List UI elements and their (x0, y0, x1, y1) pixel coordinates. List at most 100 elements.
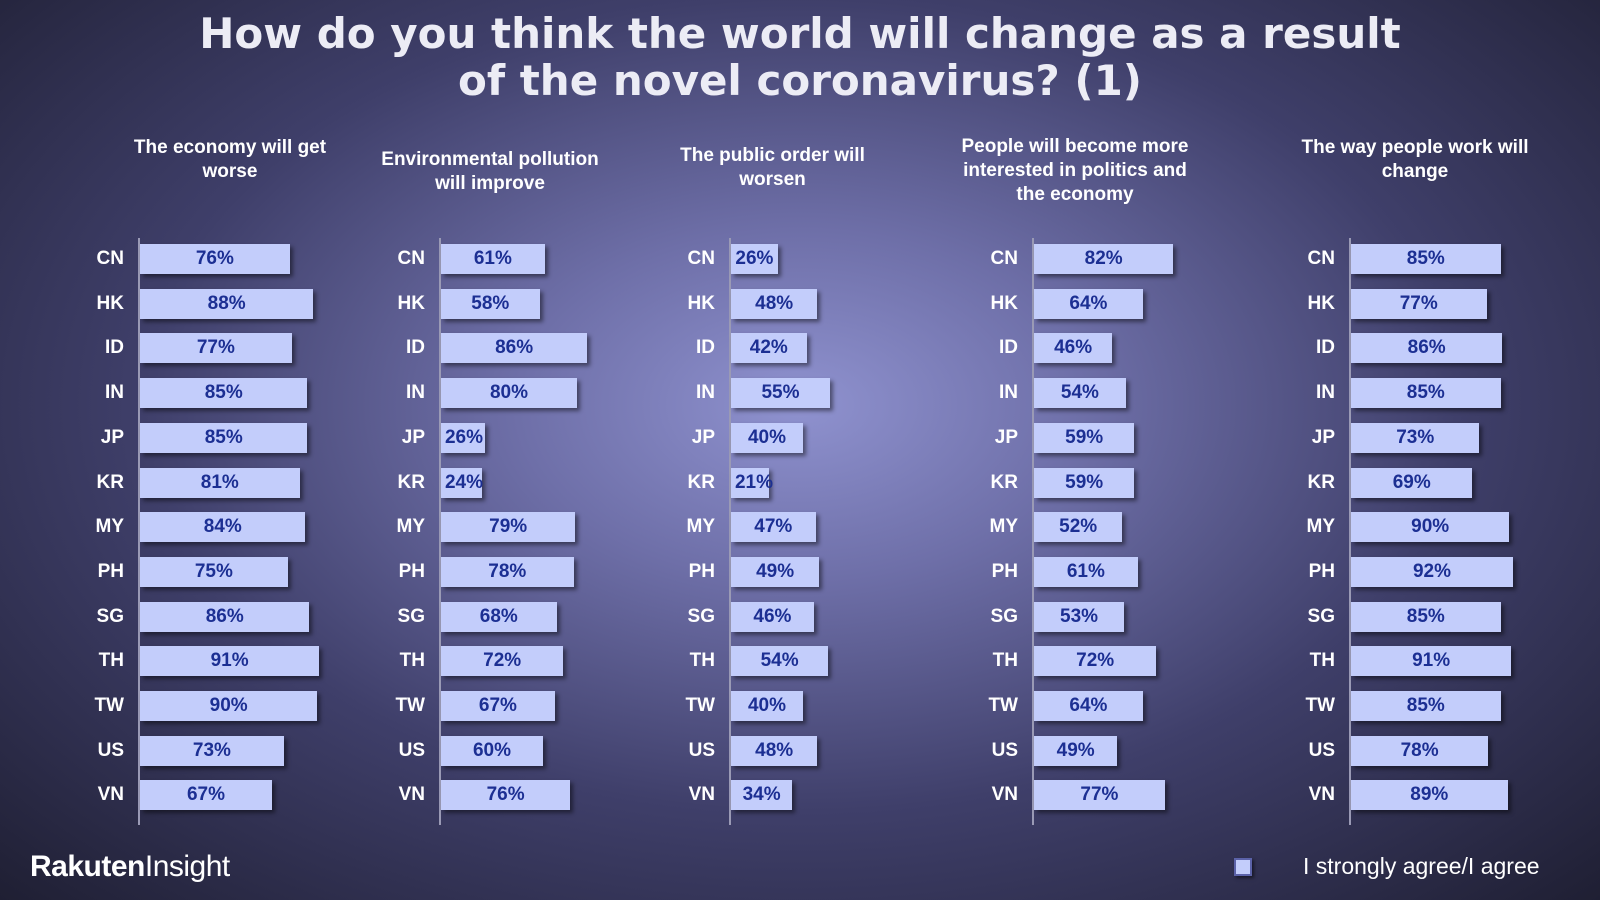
data-label-vn: 76% (486, 784, 525, 806)
data-label-hk: 58% (471, 292, 510, 314)
bar-in (1351, 378, 1501, 409)
data-label-us: 78% (1400, 739, 1439, 761)
bar-hk (441, 288, 540, 319)
category-label-vn: VN (991, 784, 1018, 806)
category-label-jp: JP (691, 426, 715, 448)
data-label-tw: 67% (478, 695, 517, 716)
data-label-vn: 89% (1410, 784, 1449, 806)
category-label-vn: VN (1308, 784, 1335, 806)
category-label-jp: JP (994, 426, 1018, 448)
data-label-kr: 24% (444, 471, 484, 493)
bar-hk (140, 288, 314, 319)
category-label-th: TH (1309, 650, 1335, 672)
category-label-us: US (688, 739, 715, 761)
bar-tw (441, 691, 555, 721)
legend-swatch (1234, 858, 1252, 876)
category-label-tw: TW (395, 695, 425, 716)
category-label-cn: CN (96, 248, 124, 269)
category-label-my: MY (95, 516, 125, 538)
bar-id (441, 333, 588, 364)
category-label-ph: PH (1308, 560, 1335, 582)
bar-th (140, 646, 320, 677)
bar-th (731, 646, 829, 677)
bar-sg (1351, 601, 1501, 632)
data-label-sg: 86% (205, 605, 244, 627)
bar-jp (731, 422, 803, 453)
panel-5-axis (1349, 238, 1351, 826)
data-label-ph: 75% (194, 560, 233, 582)
data-label-cn: 76% (195, 248, 234, 269)
category-label-hk: HK (397, 292, 425, 314)
logo-sub: Insight (144, 850, 230, 883)
bar-vn (441, 780, 571, 811)
category-label-in: IN (406, 382, 425, 404)
data-label-hk: 77% (1399, 292, 1438, 314)
data-label-tw: 85% (1406, 695, 1445, 716)
data-label-jp: 59% (1065, 426, 1104, 448)
bar-jp (140, 422, 308, 453)
chart-title-line1: How do you think the world will change a… (199, 9, 1401, 58)
category-label-us: US (398, 739, 425, 761)
bar-ph (731, 556, 820, 587)
data-label-in: 55% (761, 382, 800, 404)
bar-in (140, 378, 308, 409)
panel-title-4: People will become more interested in po… (961, 136, 1189, 205)
category-label-in: IN (1316, 382, 1335, 404)
bar-hk (731, 288, 818, 319)
bar-th (441, 646, 564, 677)
bar-us (1034, 735, 1118, 766)
category-label-sg: SG (1307, 605, 1335, 627)
category-label-hk: HK (990, 292, 1018, 314)
data-label-th: 72% (1076, 650, 1115, 672)
data-label-id: 86% (495, 337, 534, 359)
data-label-us: 49% (1056, 739, 1095, 761)
category-label-kr: KR (687, 471, 715, 493)
data-label-in: 85% (204, 382, 243, 404)
category-label-tw: TW (685, 695, 715, 716)
bar-my (140, 512, 306, 543)
category-label-kr: KR (990, 471, 1018, 493)
category-label-ph: PH (991, 560, 1018, 582)
data-label-tw: 40% (747, 695, 787, 716)
category-label-tw: TW (1305, 695, 1335, 716)
chart-title: How do you think the world will change a… (0, 10, 1600, 104)
data-label-my: 52% (1059, 516, 1098, 538)
panel-title-3: The public order will worsen (680, 145, 865, 190)
bar-cn (731, 244, 778, 274)
category-label-ph: PH (97, 560, 124, 582)
data-label-cn: 61% (473, 248, 512, 269)
bar-id (1034, 333, 1113, 364)
data-label-kr: 21% (734, 471, 774, 493)
category-label-us: US (97, 739, 124, 761)
category-label-my: MY (686, 516, 716, 538)
panel-2-axis (439, 238, 441, 826)
bar-tw (731, 691, 803, 721)
bar-my (1034, 512, 1123, 543)
data-label-in: 80% (489, 382, 529, 404)
bar-vn (1351, 780, 1508, 811)
category-label-id: ID (999, 337, 1018, 359)
category-label-in: IN (696, 382, 715, 404)
category-label-vn: VN (688, 784, 715, 806)
data-label-us: 48% (755, 739, 794, 761)
bar-sg (441, 601, 557, 632)
data-label-kr: 69% (1392, 471, 1431, 493)
data-label-in: 54% (1060, 382, 1099, 404)
bar-cn (140, 244, 290, 274)
data-label-kr: 59% (1065, 471, 1104, 493)
bar-th (1351, 646, 1512, 677)
data-label-tw: 64% (1069, 695, 1108, 716)
category-label-id: ID (105, 337, 124, 359)
bar-us (140, 735, 284, 766)
data-label-my: 90% (1411, 516, 1450, 538)
category-label-id: ID (406, 337, 425, 359)
legend-label: I strongly agree/I agree (1303, 853, 1540, 879)
category-label-my: MY (1306, 516, 1336, 538)
data-label-kr: 81% (200, 471, 239, 493)
bar-us (731, 735, 818, 766)
category-label-kr: KR (1307, 471, 1335, 493)
data-label-jp: 73% (1396, 426, 1435, 448)
data-label-vn: 34% (742, 784, 781, 806)
data-label-th: 91% (210, 650, 249, 672)
bar-jp (441, 422, 486, 453)
